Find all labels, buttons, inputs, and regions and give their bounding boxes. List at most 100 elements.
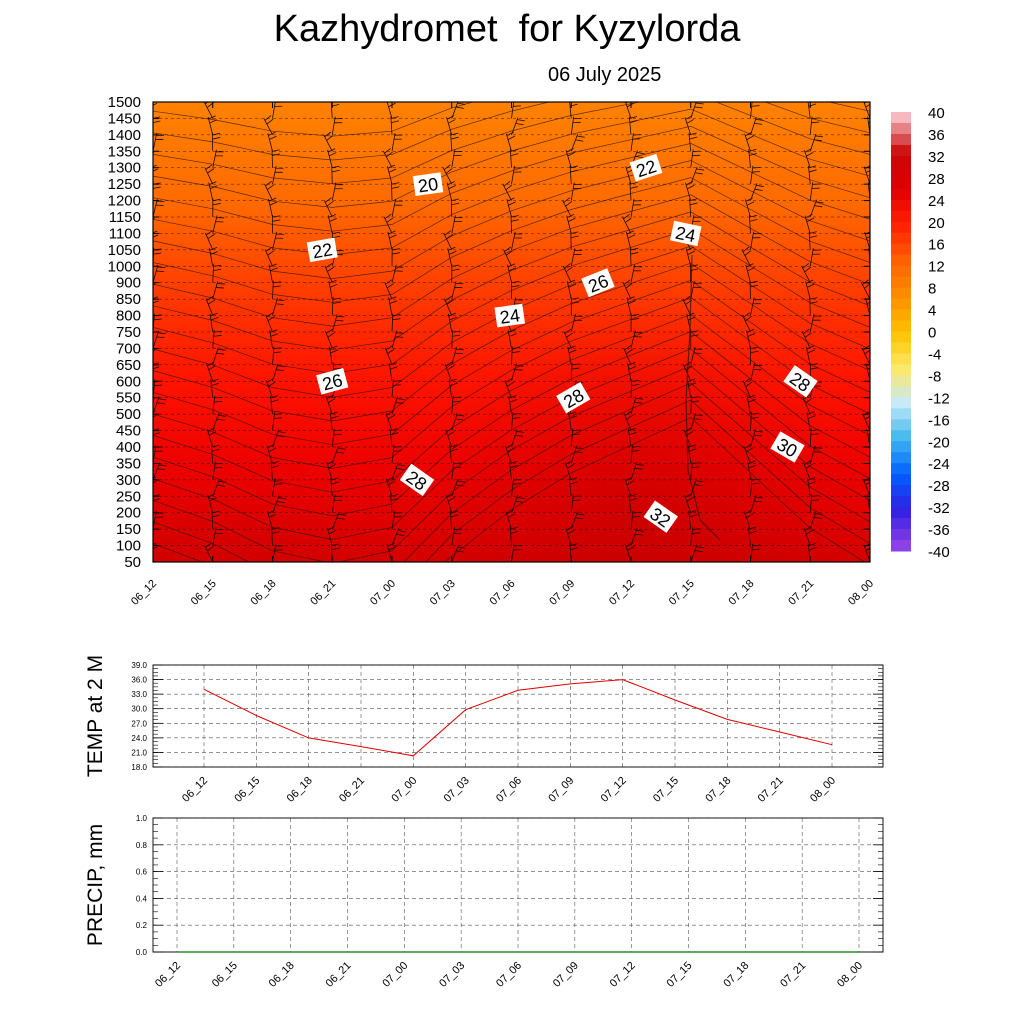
wind-barb xyxy=(504,378,514,398)
wind-barb xyxy=(272,429,286,448)
wind-barb xyxy=(690,346,703,365)
wind-barb xyxy=(503,246,513,267)
wind-barb xyxy=(690,329,699,349)
wind-barb xyxy=(451,478,465,497)
level-tick-label: 600 xyxy=(116,373,141,390)
wind-barb xyxy=(809,494,820,513)
wind-barb xyxy=(750,346,759,365)
contour-label: 24 xyxy=(494,303,526,328)
colorbar-segment xyxy=(891,518,911,530)
wind-barb xyxy=(263,115,274,136)
wind-barb xyxy=(153,410,157,431)
wind-barb xyxy=(204,164,215,185)
wind-barb xyxy=(264,180,274,201)
level-tick-label: 750 xyxy=(116,324,141,341)
wind-barb xyxy=(750,412,759,431)
x-tick-label: 07_03 xyxy=(437,960,467,990)
contour-label: 22 xyxy=(629,153,663,182)
wind-barb xyxy=(153,213,155,234)
wind-barb xyxy=(804,148,814,168)
wind-barb xyxy=(569,165,579,185)
wind-barb xyxy=(331,511,346,530)
colorbar-label: 24 xyxy=(928,193,945,210)
contour-label-box xyxy=(399,463,435,497)
level-tick-label: 700 xyxy=(116,340,141,357)
contour-label-box xyxy=(669,220,702,247)
isotherm xyxy=(153,331,870,517)
y-tick-label: 0.2 xyxy=(136,921,148,930)
wind-barb xyxy=(750,297,762,316)
wind-barb xyxy=(265,378,276,398)
wind-barb xyxy=(809,297,818,316)
x-tick-label: 06_12 xyxy=(153,960,183,990)
isotherm xyxy=(153,143,870,256)
time-tick-label: 07_12 xyxy=(607,578,637,608)
wind-barb xyxy=(690,544,704,562)
y-tick-label: 36.0 xyxy=(131,676,147,685)
level-tick-label: 650 xyxy=(116,357,141,374)
x-tick-label: 06_18 xyxy=(285,775,315,805)
wind-barb xyxy=(391,528,406,546)
colorbar-label: -8 xyxy=(928,368,941,385)
wind-barb xyxy=(748,526,757,546)
contour-label-box xyxy=(306,237,338,263)
colorbar-label: -40 xyxy=(928,544,950,561)
contour-label-text: 24 xyxy=(499,305,522,328)
wind-barb xyxy=(809,428,819,448)
time-tick-label: 06_18 xyxy=(249,578,279,608)
wind-barb xyxy=(212,527,224,546)
wind-barb xyxy=(748,148,758,168)
wind-barb xyxy=(385,410,395,431)
y-tick-label: 24.0 xyxy=(131,734,147,743)
wind-barb xyxy=(153,542,158,562)
wind-barb xyxy=(384,279,394,300)
wind-barb xyxy=(268,197,278,218)
wind-barb xyxy=(451,102,462,103)
wind-barb xyxy=(689,264,699,283)
colorbar-segment xyxy=(891,155,911,168)
wind-barb xyxy=(570,248,583,267)
colorbar-label: 32 xyxy=(928,149,945,166)
wind-barb xyxy=(690,412,703,431)
colorbar-label: 0 xyxy=(928,325,936,342)
wind-barb xyxy=(388,296,398,316)
x-tick-label: 06_18 xyxy=(267,960,297,990)
wind-barb xyxy=(683,427,694,448)
wind-barb xyxy=(570,313,583,333)
colorbar-label: 16 xyxy=(928,237,945,254)
wind-barb xyxy=(861,345,870,366)
x-tick-label: 08_00 xyxy=(835,960,865,990)
wind-barb xyxy=(384,345,395,366)
wind-barb xyxy=(624,476,634,497)
wind-barb xyxy=(570,297,580,316)
colorbar-segment xyxy=(891,474,911,486)
wind-barb xyxy=(390,116,399,135)
wind-barb xyxy=(391,264,404,283)
y-axis-title: TEMP at 2 M xyxy=(84,655,107,777)
wind-barb xyxy=(324,263,335,283)
contour-label-box xyxy=(783,365,818,398)
wind-barb xyxy=(622,279,633,300)
wind-barb xyxy=(628,493,638,513)
wind-barb xyxy=(743,443,753,464)
level-tick-label: 800 xyxy=(116,308,141,325)
contour-label-box xyxy=(643,500,678,533)
wind-barb xyxy=(269,329,279,349)
contour-label: 22 xyxy=(306,237,338,263)
contour-label-box xyxy=(629,153,663,182)
wind-barb xyxy=(802,394,813,415)
temperature-panel: 39.0 36.0 33.0 30.0 27.0 24.0 21.0 18.0 06_12 06_… xyxy=(84,655,884,805)
time-tick-label: 07_03 xyxy=(428,578,458,608)
wind-barb xyxy=(212,395,223,415)
wind-barb xyxy=(511,231,523,250)
wind-barb xyxy=(212,281,225,300)
wind-barb xyxy=(741,246,752,267)
wind-barb xyxy=(153,230,159,250)
contour-label-box xyxy=(770,431,805,463)
wind-barb xyxy=(564,460,575,480)
wind-barb xyxy=(208,181,218,201)
colorbar-segment xyxy=(891,386,911,398)
y-tick-label: 0.0 xyxy=(136,948,148,957)
colorbar-segment xyxy=(891,254,911,267)
